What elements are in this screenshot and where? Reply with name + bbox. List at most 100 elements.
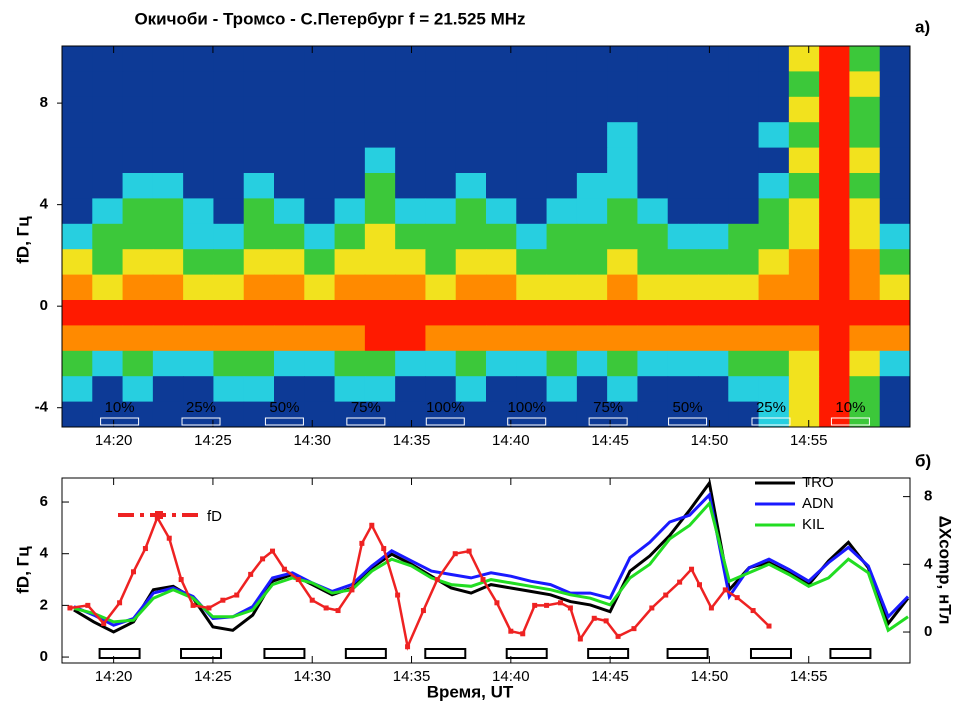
- spectrogram-cell: [395, 274, 426, 301]
- series-line: [73, 500, 909, 633]
- spectrogram-cell: [62, 223, 93, 250]
- power-box: [830, 417, 870, 426]
- spectrogram-cell: [637, 147, 669, 174]
- power-label: 25%: [186, 399, 216, 416]
- spectrogram-cell: [92, 147, 124, 174]
- spectrogram-cell: [334, 274, 366, 301]
- spectrogram-cell: [667, 274, 699, 301]
- spectrogram-cell: [758, 147, 790, 174]
- marker: [420, 608, 426, 614]
- spectrogram-cell: [213, 122, 245, 149]
- spectrogram-cell: [728, 223, 760, 250]
- spectrogram-cell: [698, 401, 729, 428]
- spectrogram-cell: [879, 71, 911, 98]
- marker: [270, 548, 276, 554]
- spectrogram-cell: [92, 300, 124, 326]
- spectrogram-cell: [425, 376, 457, 403]
- spectrogram-cell: [728, 71, 760, 98]
- spectrogram-cell: [243, 223, 275, 250]
- spectrogram-cell: [243, 46, 275, 72]
- spectrogram-cell: [62, 147, 93, 174]
- power-label: 75%: [593, 399, 623, 416]
- spectrogram-cell: [334, 300, 366, 326]
- spectrogram-cell: [516, 147, 548, 174]
- marker: [190, 602, 196, 608]
- spectrogram-cell: [819, 46, 850, 72]
- power-label: 25%: [756, 399, 786, 416]
- x-tick-label: 14:45: [591, 668, 629, 685]
- y-tick-label: 8: [40, 94, 48, 111]
- marker: [722, 587, 728, 593]
- spectrogram-cell: [62, 122, 93, 149]
- spectrogram-cell: [334, 96, 366, 123]
- spectrogram-cell: [698, 147, 729, 174]
- marker: [220, 597, 226, 603]
- spectrogram-cell: [62, 401, 93, 428]
- spectrogram-cell: [334, 71, 366, 98]
- y-tick-label: 6: [40, 493, 48, 510]
- spectrogram-cell: [455, 350, 487, 377]
- spectrogram-cell: [516, 96, 548, 123]
- spectrogram-cell: [455, 223, 487, 250]
- spectrogram-cell: [667, 46, 699, 72]
- spectrogram-cell: [486, 325, 517, 352]
- marker: [631, 626, 637, 632]
- x-tick-label: 14:55: [790, 432, 828, 449]
- spectrogram-cell: [758, 173, 790, 199]
- power-box: [425, 417, 465, 426]
- spectrogram-cell: [486, 376, 517, 403]
- marker: [663, 592, 669, 598]
- spectrogram-cell: [152, 249, 184, 276]
- spectrogram-cell: [304, 122, 336, 149]
- spectrogram-cell: [546, 376, 578, 403]
- spectrogram-cell: [516, 46, 548, 72]
- spectrogram-cell: [879, 122, 911, 149]
- spectrogram-cell: [425, 173, 457, 199]
- spectrogram-cell: [425, 300, 457, 326]
- spectrogram-cell: [849, 122, 881, 149]
- y2-axis-label: ΔXcomp, нТл: [936, 516, 955, 625]
- spectrogram-cell: [879, 223, 911, 250]
- marker: [381, 546, 387, 552]
- spectrogram-cell: [364, 71, 396, 98]
- spectrogram-cell: [304, 147, 336, 174]
- spectrogram-cell: [425, 223, 457, 250]
- spectrogram-cell: [425, 274, 457, 301]
- spectrogram-cell: [546, 46, 578, 72]
- spectrogram-cell: [667, 325, 699, 352]
- spectrogram-cell: [455, 325, 487, 352]
- spectrogram-cell: [213, 325, 245, 352]
- x-tick-label: 14:35: [393, 668, 431, 685]
- spectrogram-cell: [122, 350, 154, 377]
- power-box: [668, 417, 708, 426]
- spectrogram-cell: [62, 350, 93, 377]
- spectrogram-cell: [576, 249, 608, 276]
- power-label: 50%: [673, 399, 703, 416]
- spectrogram-cell: [637, 401, 669, 428]
- spectrogram-cell: [62, 46, 93, 72]
- spectrogram-cell: [486, 300, 517, 326]
- spectrogram-cell: [667, 122, 699, 149]
- spectrogram-cell: [758, 71, 790, 98]
- spectrogram-cell: [395, 325, 426, 352]
- spectrogram-cell: [546, 198, 578, 225]
- x-tick-label: 14:50: [691, 668, 729, 685]
- spectrogram-cell: [879, 147, 911, 174]
- spectrogram-cell: [243, 173, 275, 199]
- spectrogram-cell: [243, 376, 275, 403]
- spectrogram-cell: [334, 376, 366, 403]
- spectrogram-cell: [849, 173, 881, 199]
- spectrogram-cell: [455, 198, 487, 225]
- spectrogram-cell: [788, 401, 820, 428]
- spectrogram-cell: [364, 376, 396, 403]
- spectrogram-cell: [334, 350, 366, 377]
- spectrogram-cell: [788, 122, 820, 149]
- marker: [466, 548, 472, 554]
- marker: [248, 571, 254, 577]
- spectrogram-cell: [576, 198, 608, 225]
- spectrogram-cell: [122, 325, 154, 352]
- spectrogram-cell: [788, 325, 820, 352]
- spectrogram-cell: [274, 249, 305, 276]
- spectrogram-cell: [486, 147, 517, 174]
- spectrogram-cell: [122, 274, 154, 301]
